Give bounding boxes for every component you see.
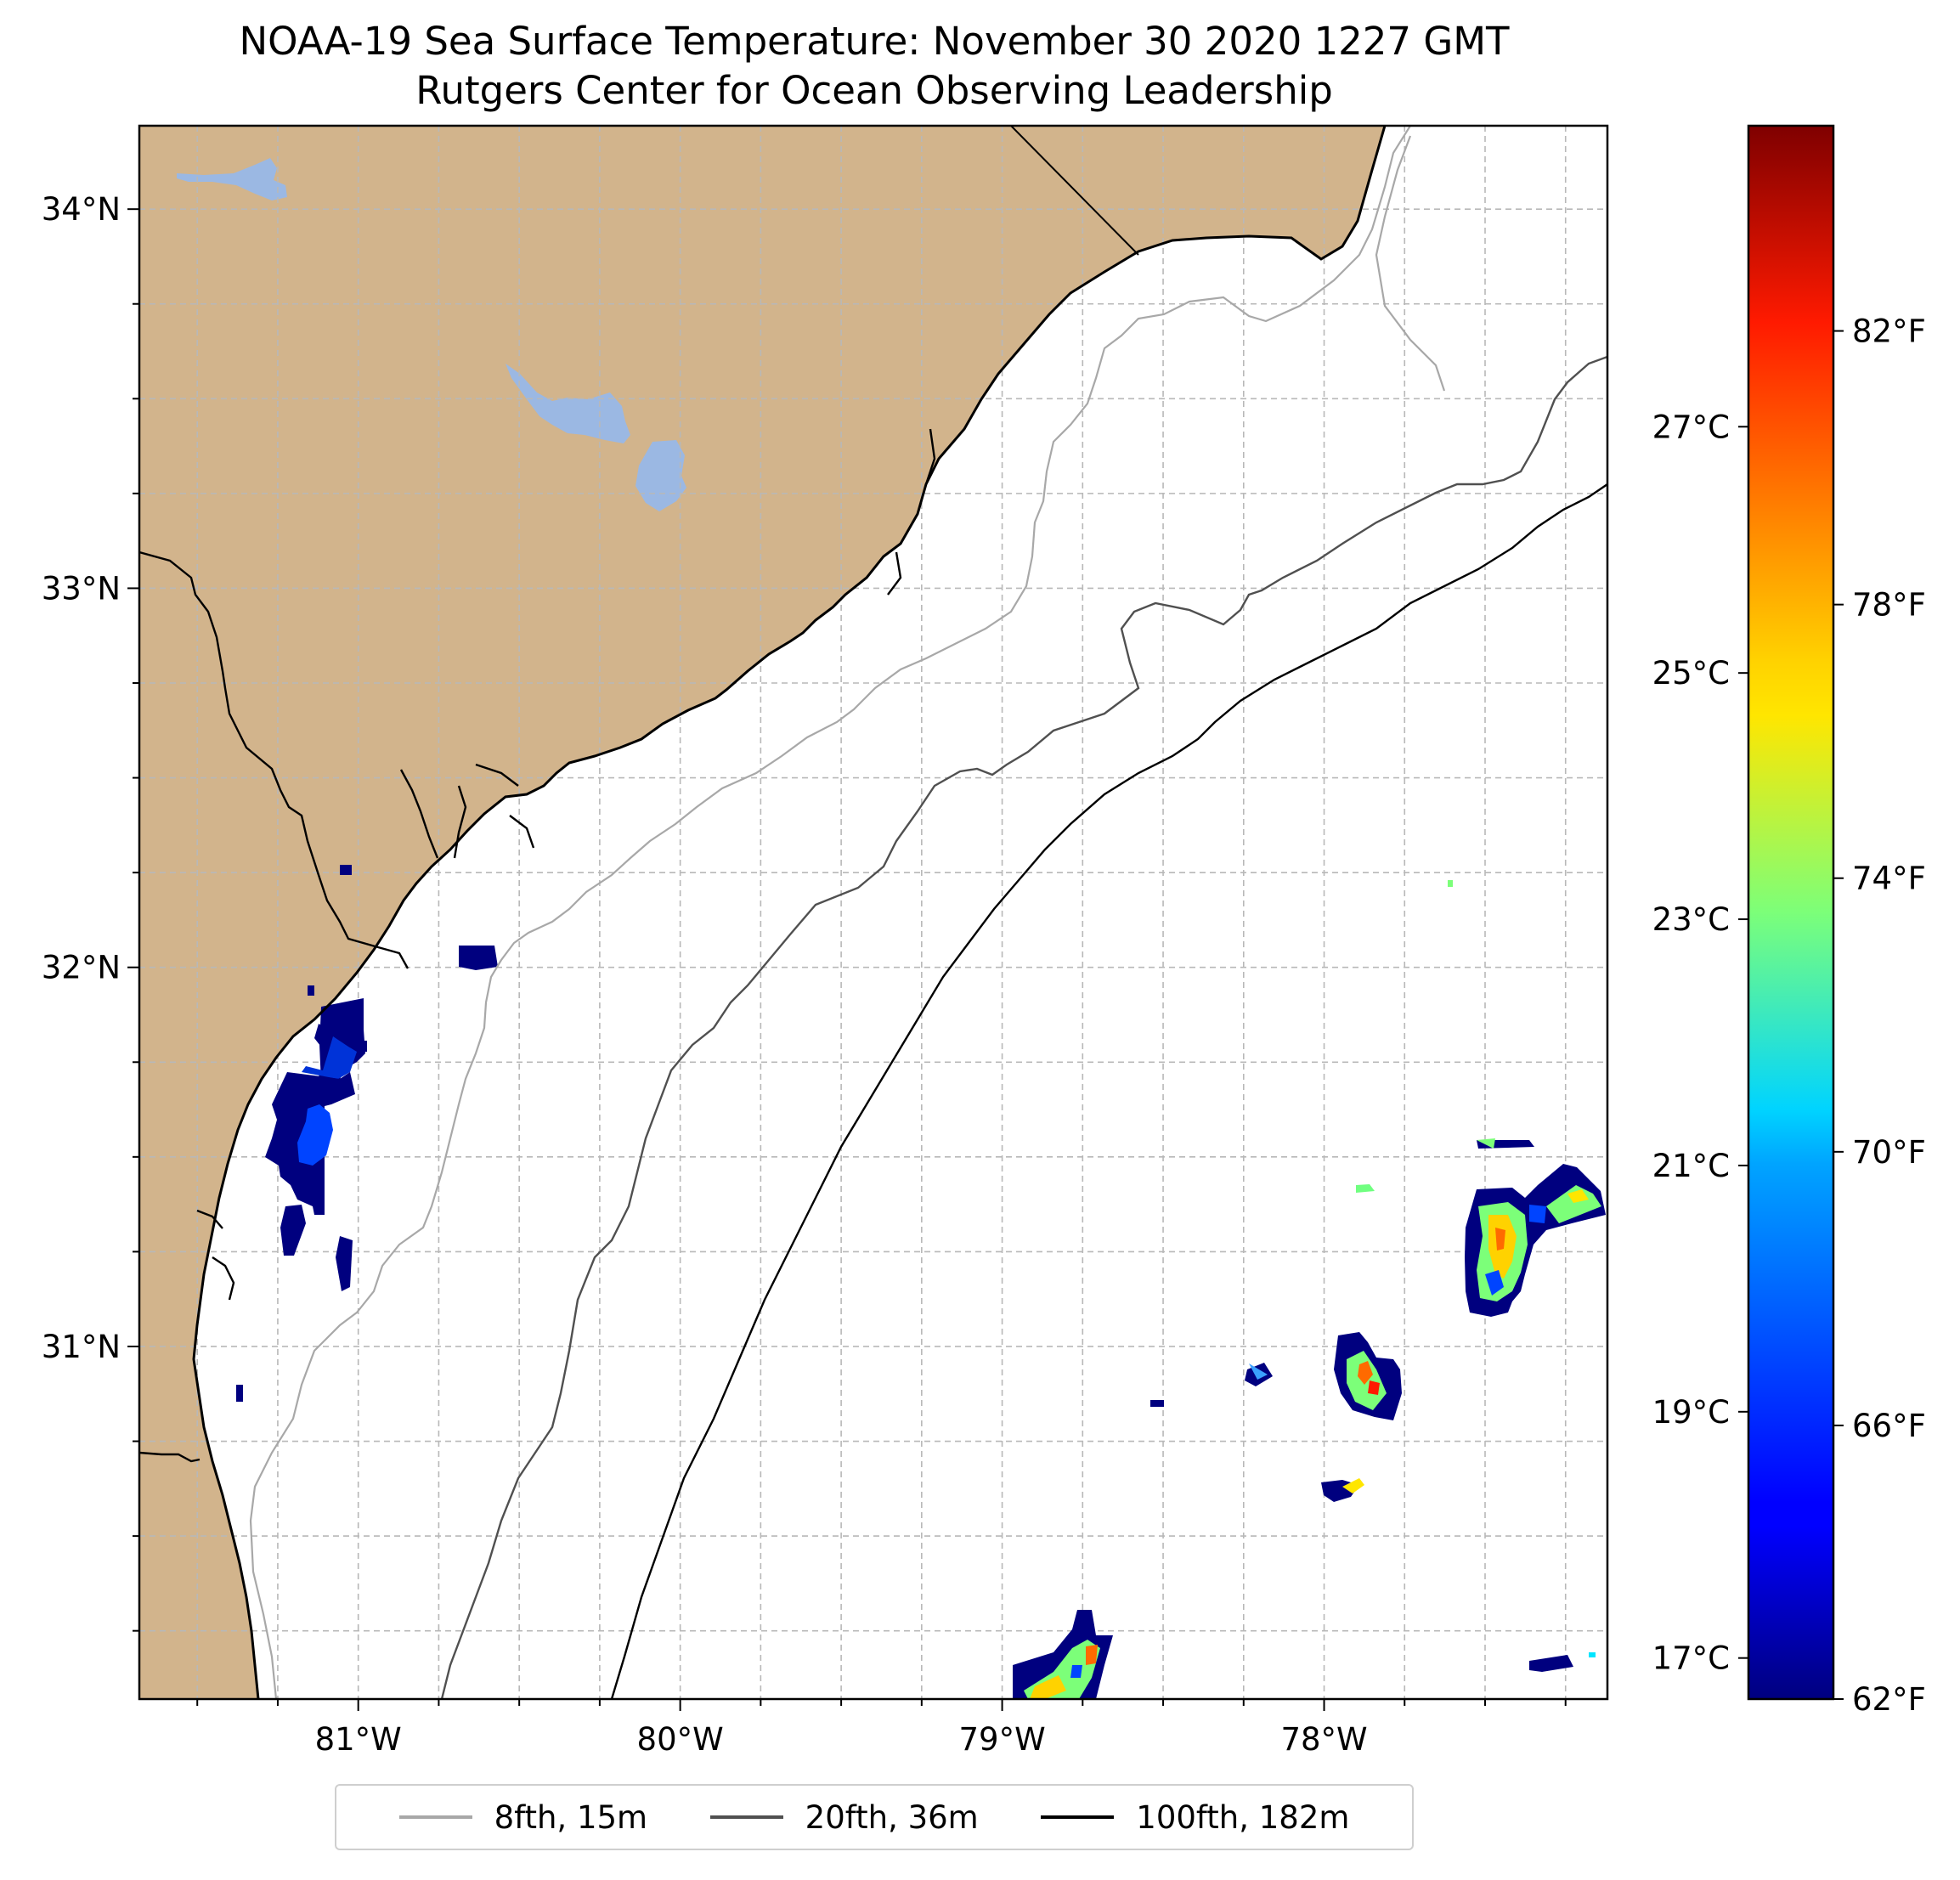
legend-label-20fth: 20fth, 36m (805, 1798, 979, 1836)
colorbar-c-label: 17°C (1652, 1640, 1730, 1677)
colorbar-ticks: 62°F 66°F 70°F 74°F 78°F 82°F 17°C 19°C 21°C 23°C… (1652, 313, 1926, 1718)
legend-item-8fth: 8fth, 15m (398, 1798, 648, 1836)
colorbar-c-label: 19°C (1652, 1394, 1730, 1431)
river-st-marys (139, 1451, 201, 1463)
lat-tick-label: 33°N (42, 570, 121, 607)
lake-marion (177, 158, 287, 200)
isobath-8fth (249, 126, 1411, 1699)
legend-item-100fth: 100fth, 182m (1041, 1799, 1349, 1836)
land-area (139, 126, 1385, 1699)
legend-label-100fth: 100fth, 182m (1136, 1798, 1350, 1836)
colorbar-c-label: 21°C (1652, 1148, 1730, 1184)
lat-tick-label: 34°N (42, 191, 121, 228)
colorbar-c-label: 27°C (1652, 409, 1730, 445)
legend-line-100fth (1041, 1815, 1115, 1819)
colorbar-f-label: 82°F (1852, 313, 1926, 350)
colorbar-f-label: 74°F (1852, 861, 1926, 897)
isobath-20fth (440, 355, 1607, 1699)
map-frame (138, 124, 1609, 1701)
legend-item-20fth: 20fth, 36m (709, 1798, 979, 1836)
lat-tick-label: 32°N (42, 950, 121, 986)
estuary-marks (196, 428, 936, 1301)
map-grid (139, 126, 1607, 1699)
sst-patches (236, 865, 1606, 1699)
map-title: NOAA-19 Sea Surface Temperature: Novembe… (239, 19, 1510, 64)
isobath-8fth-north (1375, 135, 1446, 392)
map-subtitle: Rutgers Center for Ocean Observing Leade… (415, 68, 1333, 113)
lon-tick-label: 81°W (315, 1721, 402, 1758)
coastline (192, 126, 1387, 1699)
isobath-legend: 8fth, 15m 20fth, 36m 100fth, 182m (335, 1784, 1414, 1850)
legend-label-8fth: 8fth, 15m (494, 1798, 648, 1836)
lat-tick-label: 31°N (42, 1329, 121, 1365)
legend-line-20fth (709, 1815, 783, 1819)
colorbar-f-label: 66°F (1852, 1408, 1926, 1444)
colorbar-f-label: 62°F (1852, 1681, 1926, 1718)
colorbar-c-label: 25°C (1652, 655, 1730, 692)
colorbar-f-label: 78°F (1852, 587, 1926, 624)
river-savannah (139, 550, 410, 969)
sst-map: 81°W 80°W 79°W 78°W 31°N 32°N 33°N 34°N 62°F 66°… (42, 124, 1926, 1758)
colorbar-f-label: 70°F (1852, 1134, 1926, 1171)
colorbar (1747, 124, 1835, 1701)
lon-tick-label: 80°W (637, 1721, 724, 1758)
lon-tick-label: 78°W (1280, 1721, 1367, 1758)
lon-tick-label: 79°W (958, 1721, 1045, 1758)
state-border (1010, 126, 1139, 256)
isobath-100fth (610, 483, 1607, 1699)
legend-line-8fth (398, 1815, 472, 1819)
colorbar-c-label: 23°C (1652, 901, 1730, 938)
map-ticks: 81°W 80°W 79°W 78°W 31°N 32°N 33°N 34°N (42, 191, 1567, 1758)
